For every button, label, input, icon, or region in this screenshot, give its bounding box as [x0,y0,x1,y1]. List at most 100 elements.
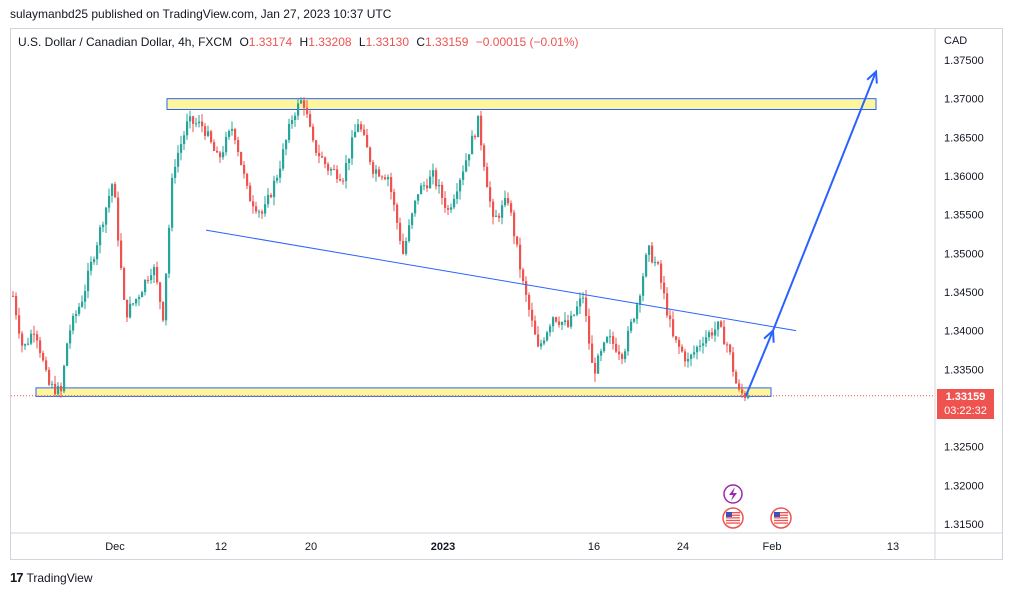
candle-body [288,123,291,141]
candle-body [624,351,627,359]
candle-body [456,191,459,199]
high-label: H [299,35,309,49]
flag-stripe [726,517,740,519]
candle-body [30,333,33,344]
candle-body [291,120,294,124]
candle-body [357,124,360,132]
candle-body [687,359,690,362]
candle-body [633,318,636,322]
tradingview-brand[interactable]: 17 TradingView [10,570,93,585]
candle-body [75,313,78,317]
candle-body [660,263,663,283]
candle-body [453,198,456,208]
candle-body [384,177,387,180]
candle-body [489,187,492,202]
candle-body [147,279,150,281]
currency-label[interactable]: CAD [944,35,968,47]
candle-body [273,180,276,198]
candle-body [267,194,270,205]
candle-body [471,135,474,155]
candle-body [570,315,573,327]
candle-body [39,340,42,353]
candle-body [525,281,528,295]
y-tick-label: 1.32000 [944,480,984,492]
candle-body [429,176,432,189]
us-flag-event-icon[interactable] [722,507,744,529]
candle-body [480,115,483,146]
candle-body [390,177,393,192]
candle-body [618,351,621,355]
candle-body [81,301,84,307]
candle-body [744,393,747,398]
candle-body [198,121,201,124]
candle-body [558,321,561,325]
candle-body [285,140,288,150]
chart-legend: U.S. Dollar / Canadian Dollar, 4h, FXCM … [18,35,579,49]
candle-body [36,334,39,341]
lightning-glyph [729,487,737,501]
candle-body [165,273,168,321]
candle-body [186,121,189,136]
candle-body [123,268,126,300]
symbol-title[interactable]: U.S. Dollar / Canadian Dollar, 4h, FXCM [18,35,233,49]
candle-body [243,164,246,174]
candle-body [18,315,21,334]
candle-body [129,303,132,318]
candle-body [249,185,252,202]
candle-body [561,322,564,325]
candle-body [717,321,720,330]
candle-body [378,169,381,177]
candle-body [261,211,264,214]
candle-body [381,176,384,178]
candle-body [201,121,204,127]
candle-body [219,152,222,158]
candle-body [552,317,555,327]
x-tick-label: Feb [763,541,782,553]
y-tick-label: 1.34000 [944,326,984,338]
y-tick-label: 1.35000 [944,248,984,260]
candle-body [216,150,219,153]
candle-body [42,352,45,361]
candle-body [666,293,669,316]
x-tick-label: 16 [588,541,600,553]
candle-body [528,294,531,310]
candle-body [651,245,654,263]
candle-body [237,140,240,153]
candle-body [144,279,147,293]
candle-body [507,198,510,204]
candle-body [657,262,660,264]
lightning-event-icon[interactable] [723,484,743,504]
candle-body [162,301,165,321]
candle-body [111,184,114,196]
candle-body [102,224,105,228]
candle-body [363,129,366,135]
candle-body [306,107,309,115]
candle-body [477,115,480,138]
candle-body [594,362,597,374]
candle-body [600,351,603,356]
support-zone [35,387,772,397]
candle-body [420,185,423,195]
tradingview-logo-icon: 17 [10,570,24,585]
y-tick-label: 1.32500 [944,442,984,454]
candle-body [15,295,18,316]
chart-frame[interactable] [10,28,1003,560]
candle-body [522,269,525,282]
candle-body [276,177,279,181]
candle-body [609,336,612,338]
flag-stripe [774,514,788,516]
candle-body [582,297,585,299]
candle-body [642,276,645,296]
candle-body [444,197,447,208]
candle-body [486,166,489,188]
candle-body [450,207,453,210]
candle-body [663,282,666,294]
candle-body [135,298,138,304]
candle-body [99,227,102,246]
candle-body [177,152,180,167]
candle-body [639,295,642,305]
candle-body [345,163,348,182]
candle-body [645,254,648,277]
us-flag-event-icon[interactable] [770,507,792,529]
